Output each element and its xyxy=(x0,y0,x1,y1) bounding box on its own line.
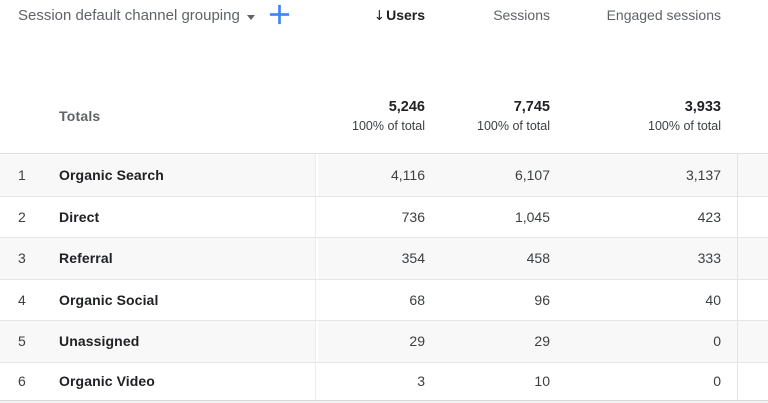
column-header-row: Session default channel grouping ↓Users … xyxy=(0,0,768,26)
users-value: 3 xyxy=(417,373,425,390)
sessions-value: 1,045 xyxy=(514,208,550,225)
sessions-value: 6,107 xyxy=(514,166,550,183)
users-value: 29 xyxy=(409,333,425,350)
dimension-selector-label: Session default channel grouping xyxy=(18,7,240,24)
column-header-users[interactable]: ↓Users xyxy=(318,5,437,24)
channel-name: Unassigned xyxy=(59,333,140,350)
channel-name: Referral xyxy=(59,250,113,267)
panel-divider xyxy=(315,154,318,196)
totals-sessions-percent: 100% of total xyxy=(477,119,550,133)
totals-engaged-value: 3,933 xyxy=(684,99,721,115)
add-dimension-button[interactable] xyxy=(268,3,291,26)
totals-users-cell: 5,246 100% of total xyxy=(318,98,437,134)
table-row-organic-video[interactable]: 6 Organic Video 3 10 0 xyxy=(0,361,768,400)
row-index: 6 xyxy=(18,373,26,390)
users-value: 736 xyxy=(401,208,425,225)
plus-icon xyxy=(269,4,289,25)
column-header-engaged-sessions-label: Engaged sessions xyxy=(606,7,721,23)
sort-descending-icon: ↓ xyxy=(373,8,386,24)
channel-name: Organic Search xyxy=(59,166,164,183)
column-header-sessions-label: Sessions xyxy=(493,7,550,23)
totals-sessions-value: 7,745 xyxy=(513,99,550,115)
dimension-selector-dropdown[interactable]: Session default channel grouping xyxy=(18,7,255,24)
sessions-value: 29 xyxy=(534,333,550,350)
column-header-users-label: Users xyxy=(386,7,425,23)
column-header-sessions[interactable]: Sessions xyxy=(437,5,562,23)
sessions-value: 458 xyxy=(526,250,550,267)
column-header-engaged-sessions[interactable]: Engaged sessions xyxy=(562,5,737,23)
panel-divider xyxy=(315,321,318,362)
row-index: 2 xyxy=(18,208,26,225)
channel-name: Organic Social xyxy=(59,291,159,308)
table-row-unassigned[interactable]: 5 Unassigned 29 29 0 xyxy=(0,320,768,362)
sessions-value: 10 xyxy=(534,373,550,390)
table-row-direct[interactable]: 2 Direct 736 1,045 423 xyxy=(0,195,768,237)
totals-sessions-cell: 7,745 100% of total xyxy=(437,98,562,134)
totals-engaged-cell: 3,933 100% of total xyxy=(562,98,737,134)
sessions-value: 96 xyxy=(534,291,550,308)
table-row-organic-social[interactable]: 4 Organic Social 68 96 40 xyxy=(0,278,768,320)
engaged-sessions-value: 423 xyxy=(697,208,721,225)
row-index: 4 xyxy=(18,291,26,308)
table-row-organic-search[interactable]: 1 Organic Search 4,116 6,107 3,137 xyxy=(0,154,768,196)
engaged-sessions-value: 0 xyxy=(713,333,721,350)
users-value: 4,116 xyxy=(391,166,425,183)
totals-engaged-percent: 100% of total xyxy=(648,119,721,133)
totals-label: Totals xyxy=(59,108,101,124)
dropdown-caret-icon xyxy=(246,14,255,20)
totals-users-percent: 100% of total xyxy=(352,119,425,133)
totals-row: Totals 5,246 100% of total 7,745 100% of… xyxy=(0,98,768,153)
row-index: 3 xyxy=(18,250,26,267)
panel-divider xyxy=(315,279,318,320)
engaged-sessions-value: 333 xyxy=(697,250,721,267)
row-index: 5 xyxy=(18,333,26,350)
engaged-sessions-value: 3,137 xyxy=(685,166,721,183)
users-value: 68 xyxy=(409,291,425,308)
table-body: 1 Organic Search 4,116 6,107 3,137 2 Dir… xyxy=(0,154,768,400)
panel-divider xyxy=(315,196,318,237)
row-index: 1 xyxy=(18,166,26,183)
panel-divider xyxy=(315,362,318,400)
engaged-sessions-value: 0 xyxy=(713,373,721,390)
table-header: Session default channel grouping ↓Users … xyxy=(0,0,768,154)
channel-name: Organic Video xyxy=(59,373,155,390)
table-row-referral[interactable]: 3 Referral 354 458 333 xyxy=(0,237,768,279)
totals-users-value: 5,246 xyxy=(388,99,425,115)
engaged-sessions-value: 40 xyxy=(705,291,721,308)
panel-divider xyxy=(315,238,318,279)
channel-name: Direct xyxy=(59,208,100,225)
table-bottom-edge xyxy=(0,400,768,403)
users-value: 354 xyxy=(401,250,425,267)
